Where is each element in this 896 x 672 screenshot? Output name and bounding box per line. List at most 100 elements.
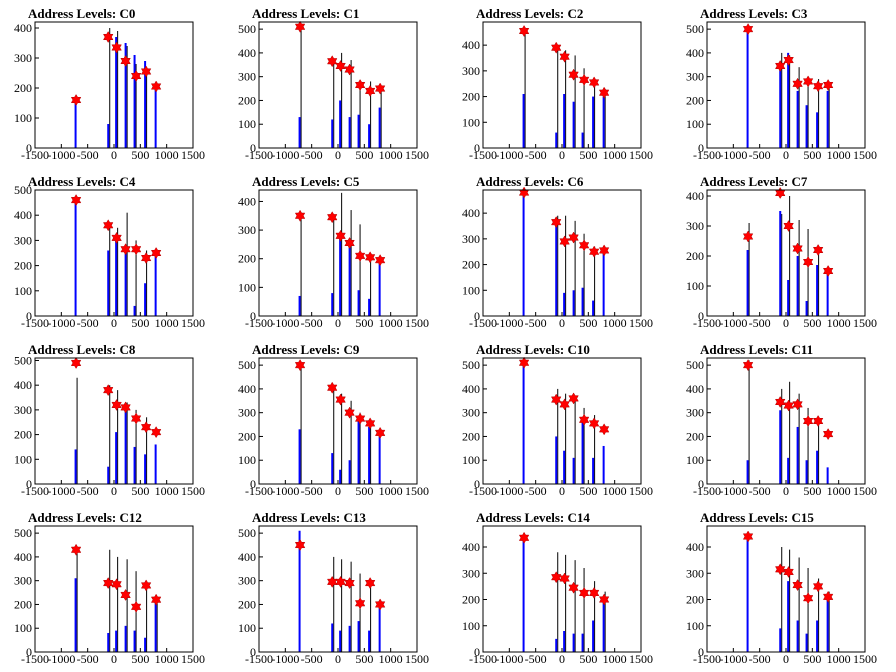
x-tick-label: -1000: [271, 484, 299, 498]
chart-title: Address Levels: C2: [476, 6, 584, 21]
chart-title: Address Levels: C3: [700, 6, 808, 21]
y-tick-label: 200: [238, 597, 256, 611]
x-tick-label: -500: [77, 652, 99, 666]
y-tick-label: 200: [462, 593, 480, 607]
star-marker: [150, 593, 162, 606]
x-tick-label: 500: [355, 484, 373, 498]
y-tick-label: 300: [462, 232, 480, 246]
x-tick-label: 1000: [603, 484, 627, 498]
chart-panel: Address Levels: C14 -1500 -1000 -500 0 500 100…: [448, 504, 672, 672]
plot-frame: [482, 21, 642, 149]
star-marker: [792, 398, 803, 411]
plot-frame: [482, 525, 642, 653]
star-marker: [130, 412, 142, 425]
star-marker: [364, 417, 376, 430]
y-tick-label: 100: [14, 621, 32, 635]
chart-svg: -1500-1000 -500 0 500 1000 1500 0 100 200 300 400 5…: [238, 357, 429, 498]
star-marker: [150, 80, 162, 93]
y-tick-label: 300: [686, 566, 704, 580]
plot-frame: [706, 525, 866, 653]
x-tick-label: -1000: [271, 316, 299, 330]
x-tick-label: -1500: [693, 316, 721, 330]
star-marker: [335, 229, 346, 242]
y-tick-label: 300: [238, 406, 256, 420]
x-tick-label: -1500: [21, 148, 49, 162]
y-tick-label: 0: [698, 141, 704, 155]
y-tick-label: 500: [14, 353, 32, 367]
x-tick-label: 1500: [405, 652, 429, 666]
star-marker: [294, 539, 306, 552]
star-marker: [559, 572, 570, 585]
x-tick-label: 1500: [629, 316, 653, 330]
x-tick-label: -500: [525, 148, 547, 162]
star-marker: [364, 251, 376, 264]
x-tick-label: -1500: [693, 148, 721, 162]
chart-svg: -1500-1000 -500 0 500 1000 1500 0 100 200 300 400: [462, 21, 653, 162]
y-tick-label: 500: [686, 358, 704, 372]
x-tick-label: 500: [579, 316, 597, 330]
star-marker: [140, 421, 152, 434]
y-tick-label: 200: [686, 249, 704, 263]
chart-panel: Address Levels: C8 -1500 -1000 -500 0 500 1000…: [0, 336, 224, 504]
star-marker: [103, 219, 114, 232]
x-tick-label: -1500: [693, 484, 721, 498]
y-tick-label: 100: [686, 279, 704, 293]
x-tick-label: 1000: [827, 484, 851, 498]
star-marker: [742, 359, 754, 372]
star-marker: [775, 563, 786, 576]
y-tick-label: 500: [238, 358, 256, 372]
x-tick-label: 0: [335, 316, 341, 330]
x-tick-label: -500: [749, 652, 771, 666]
y-tick-label: 0: [474, 309, 480, 323]
x-tick-label: 0: [783, 484, 789, 498]
star-marker: [111, 41, 122, 54]
star-marker: [130, 600, 142, 613]
star-marker: [812, 580, 824, 593]
chart-title: Address Levels: C5: [252, 174, 360, 189]
x-tick-label: 500: [579, 148, 597, 162]
x-tick-label: -1500: [245, 316, 273, 330]
star-marker: [335, 575, 346, 588]
chart-panel: Address Levels: C15 -1500 -1000 -500 0 500 100…: [672, 504, 896, 672]
y-tick-label: 400: [14, 550, 32, 564]
chart-svg: -1500-1000 -500 0 500 1000 1500 0 100 200 300 400 5…: [686, 357, 877, 498]
y-tick-label: 300: [238, 574, 256, 588]
x-tick-label: 500: [579, 484, 597, 498]
x-tick-label: 1000: [155, 148, 179, 162]
y-tick-label: 400: [238, 550, 256, 564]
star-marker: [518, 25, 530, 37]
y-tick-label: 500: [238, 526, 256, 540]
star-marker: [354, 597, 366, 610]
star-marker: [568, 68, 579, 81]
x-tick-label: 1000: [603, 316, 627, 330]
chart-title: Address Levels: C14: [476, 510, 590, 525]
star-marker: [294, 359, 306, 372]
x-tick-label: -500: [301, 484, 323, 498]
x-tick-label: 0: [559, 148, 565, 162]
star-marker: [327, 211, 338, 224]
star-marker: [775, 395, 786, 408]
x-tick-label: -1000: [271, 652, 299, 666]
y-tick-label: 100: [462, 115, 480, 129]
star-marker: [354, 249, 366, 262]
y-tick-label: 0: [474, 141, 480, 155]
y-tick-label: 0: [698, 309, 704, 323]
x-tick-label: 0: [559, 652, 565, 666]
star-marker: [120, 55, 131, 67]
x-tick-label: 0: [335, 652, 341, 666]
y-tick-label: 400: [686, 382, 704, 396]
star-marker: [70, 94, 82, 106]
star-marker: [111, 398, 122, 411]
y-tick-label: 200: [686, 429, 704, 443]
y-tick-label: 300: [462, 64, 480, 78]
plot-frame: [258, 21, 418, 149]
x-tick-label: -1500: [21, 652, 49, 666]
chart-panel: Address Levels: C12 -1500 -1000 -500 0 500 100…: [0, 504, 224, 672]
y-tick-label: 100: [14, 284, 32, 298]
chart-panel: Address Levels: C9 -1500 -1000 -500 0 500 1000…: [224, 336, 448, 504]
chart-panel: Address Levels: C11 -1500 -1000 -500 0 500 100…: [672, 336, 896, 504]
star-marker: [812, 415, 824, 427]
x-tick-label: 1500: [853, 148, 877, 162]
chart-svg: -1500-1000 -500 0 500 1000 1500 0 100 200 300 400 5…: [238, 525, 429, 666]
star-marker: [578, 239, 590, 252]
